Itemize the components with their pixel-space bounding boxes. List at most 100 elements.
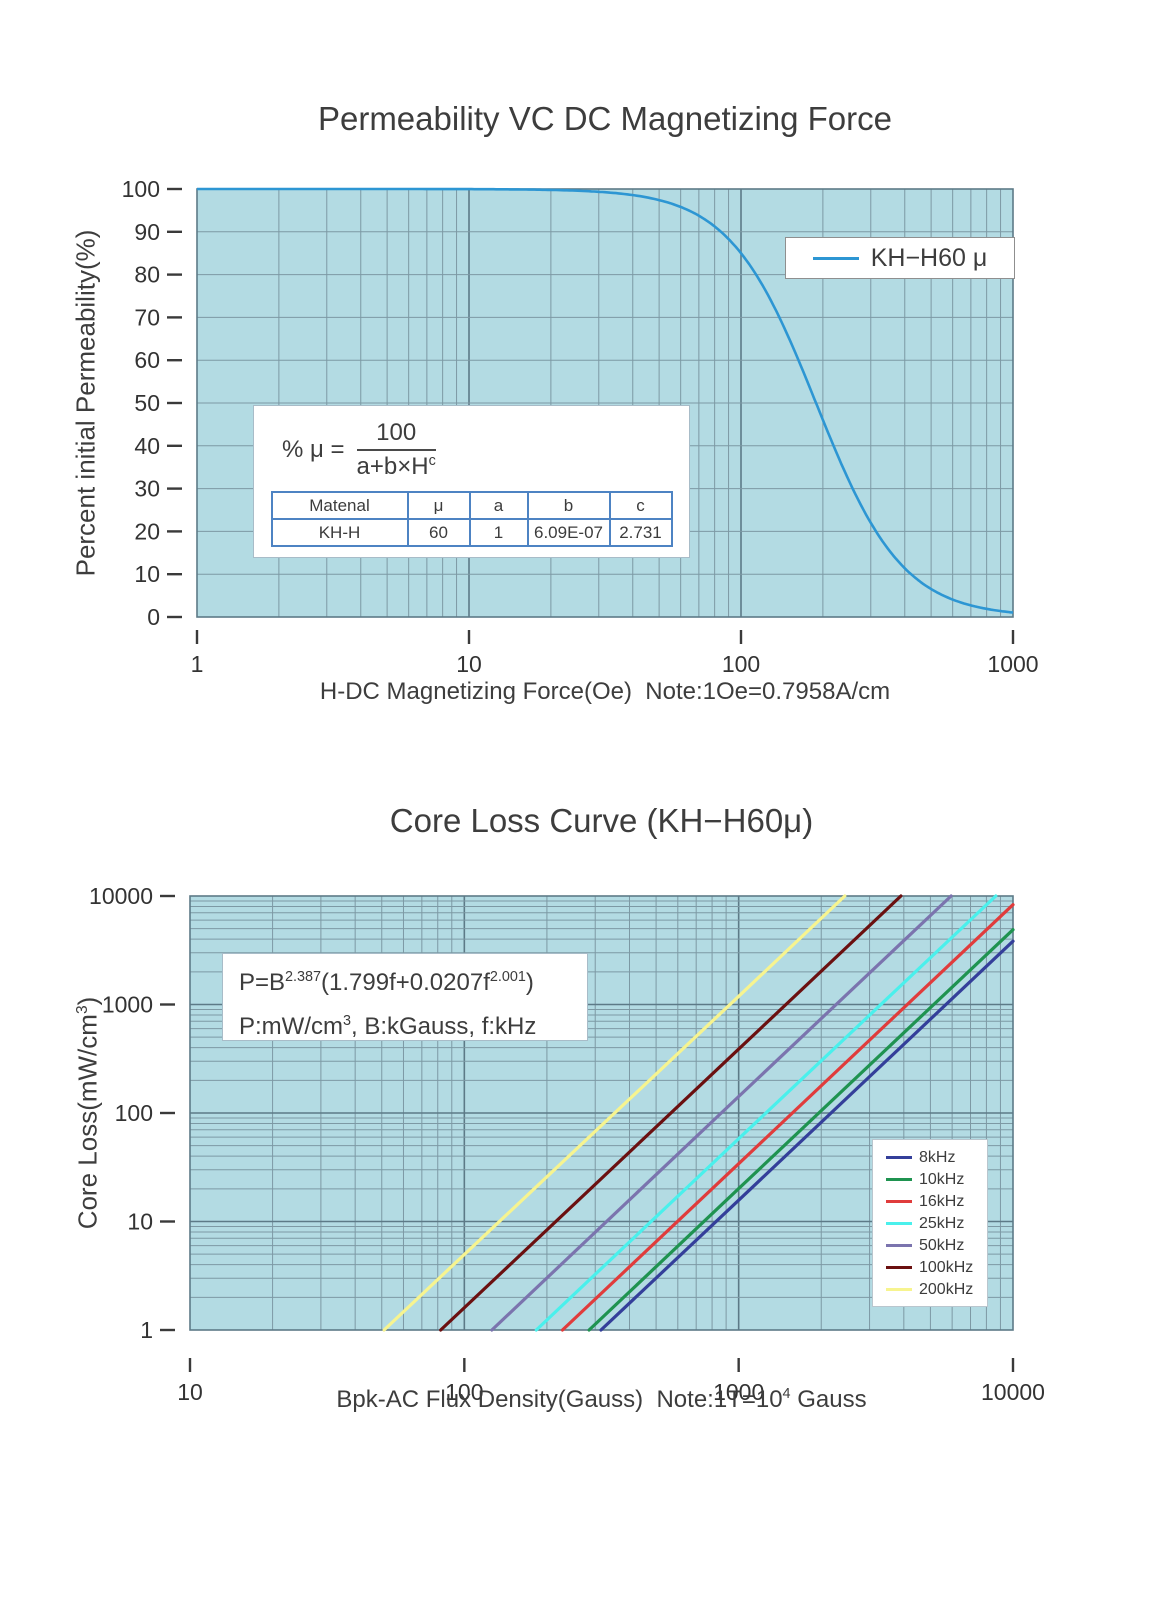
superscript-text: 2.387 [285,969,322,985]
plot-border [196,188,1014,618]
param-header-cell: c [608,491,673,521]
chart1-x-axis-title: H-DC Magnetizing Force(Oe) Note:1Oe=0.79… [319,678,891,705]
formula-numerator: 100 [356,419,436,451]
superscript-text: 3 [342,1013,351,1029]
legend-line-sample [886,1200,912,1203]
legend-item-label: 25kHz [919,1215,965,1232]
permeability-curve [197,187,1014,614]
legend-item: 50kHz [886,1237,987,1254]
y-axis-tick-label: 20 [134,518,160,544]
legend-item-label: 16kHz [919,1193,965,1210]
chart2-y-axis-title: Core Loss(mW/cm3) [73,997,104,1230]
core-loss-formula-box: P=B2.387(1.799f+0.0207f2.001) P:mW/cm3, … [222,953,588,1041]
y-axis-tick-label: 1 [140,1317,153,1343]
superscript-text: c [428,452,436,469]
formula-text: Bpk-AC Flux Density(Gauss) Note:1T=10 [336,1386,783,1413]
legend-line-sample [886,1156,912,1159]
y-axis-tick-label: 0 [147,604,160,630]
x-axis-tick-label: 1000 [713,1379,764,1405]
chart2-legend-list: 8kHz 10kHz 16kHz 25kHz 50kHz 100kHz 200kHz [886,1149,987,1298]
legend-item-label: 8kHz [919,1149,956,1166]
param-value-cell: 60 [406,518,471,548]
core-loss-line-100khz [439,894,903,1332]
formula-text: ) [72,996,103,1006]
core-loss-line-16khz [560,903,1015,1332]
formula-text: , B:kGauss, f:kHz [351,1013,537,1040]
chart1-y-axis-title: Percent initial Permeability(%) [70,229,101,577]
param-value-cell: 2.731 [608,518,673,548]
chart1-legend: KH−H60 μ [785,237,1015,279]
x-axis-tick-label: 100 [445,1379,483,1405]
legend-item-label: 10kHz [919,1171,965,1188]
formula-text: P=B [239,969,286,996]
param-header-cell: a [468,491,529,521]
y-axis-tick-label: 80 [134,262,160,288]
chart2-x-axis-title: Bpk-AC Flux Density(Gauss) Note:1T=104 G… [130,1386,1073,1414]
y-axis-tick-label: 40 [134,433,160,459]
chart2-legend: 8kHz 10kHz 16kHz 25kHz 50kHz 100kHz 200kHz [872,1139,988,1307]
y-axis-tick-label: 10 [134,561,160,587]
legend-label: KH−H60 μ [870,243,988,272]
legend-item: 200kHz [886,1281,987,1298]
y-axis-tick-label: 70 [134,304,160,330]
param-value-cell: 6.09E-07 [526,518,611,548]
core-loss-formula-units: P:mW/cm3, B:kGauss, f:kHz [239,1006,587,1042]
chart2-title: Core Loss Curve (KH−H60μ) [389,802,814,839]
parameter-table: Matenal μ a b c KH-H 60 1 6.09E-07 2.731 [270,491,673,548]
legend-line-sample [886,1288,912,1291]
formula-fraction: 100 a+b×Hc [356,419,436,481]
y-axis-tick-label: 50 [134,390,160,416]
y-axis-tick-label: 100 [115,1100,153,1126]
table-row: KH-H 60 1 6.09E-07 2.731 [270,518,673,548]
core-loss-line-10khz [587,928,1015,1332]
legend-line-sample [812,256,859,260]
x-axis-tick-label: 1000 [987,651,1038,677]
legend-item-label: 100kHz [919,1259,974,1276]
formula-text: a+b×H [356,452,429,480]
core-loss-line-200khz [382,894,847,1332]
core-loss-line-25khz [534,894,998,1332]
param-header-cell: b [526,491,611,521]
legend-line-sample [886,1244,912,1247]
legend-line-sample [886,1266,912,1269]
table-header-row: Matenal μ a b c [270,491,673,521]
y-axis-tick-label: 30 [134,476,160,502]
x-axis-tick-label: 1 [191,651,204,677]
permeability-formula-box: % μ = 100 a+b×Hc Matenal μ a b c [253,405,690,558]
legend-line-sample [886,1178,912,1181]
x-axis-tick-label: 10 [456,651,482,677]
param-value-cell: 1 [468,518,529,548]
y-axis-tick-label: 100 [122,176,160,202]
legend-item: 8kHz [886,1149,987,1166]
param-header-cell: Matenal [270,491,409,521]
param-value-cell: KH-H [270,518,409,548]
legend-item: 25kHz [886,1215,987,1232]
param-header-cell: μ [406,491,471,521]
y-axis-tick-label: 1000 [102,992,153,1018]
y-axis-tick-label: 10000 [89,883,153,909]
y-axis-tick-label: 10 [127,1209,153,1235]
superscript-text: 4 [782,1386,791,1402]
legend-item: 10kHz [886,1171,987,1188]
permeability-formula: % μ = 100 a+b×Hc [282,419,689,480]
formula-text: (1.799f+0.0207f [321,969,490,996]
formula-lhs: % μ = [282,435,345,463]
formula-denominator: a+b×Hc [357,451,436,481]
x-axis-tick-label: 100 [722,651,760,677]
formula-text: ) [525,969,534,996]
superscript-text: 2.001 [489,969,526,985]
legend-item: 100kHz [886,1259,987,1276]
x-axis-tick-label: 10000 [981,1379,1045,1405]
formula-text: Core Loss(mW/cm [72,1014,103,1230]
legend-item-label: 200kHz [919,1281,974,1298]
formula-text: P:mW/cm [239,1013,343,1040]
core-loss-formula: P=B2.387(1.799f+0.0207f2.001) [239,962,587,998]
legend-line-sample [886,1222,912,1225]
chart1-title: Permeability VC DC Magnetizing Force [317,100,893,137]
core-loss-line-50khz [490,894,953,1332]
superscript-text: 3 [73,1005,91,1015]
formula-text: Gauss [790,1386,867,1413]
legend-item-label: 50kHz [919,1237,965,1254]
core-loss-line-8khz [599,939,1015,1332]
